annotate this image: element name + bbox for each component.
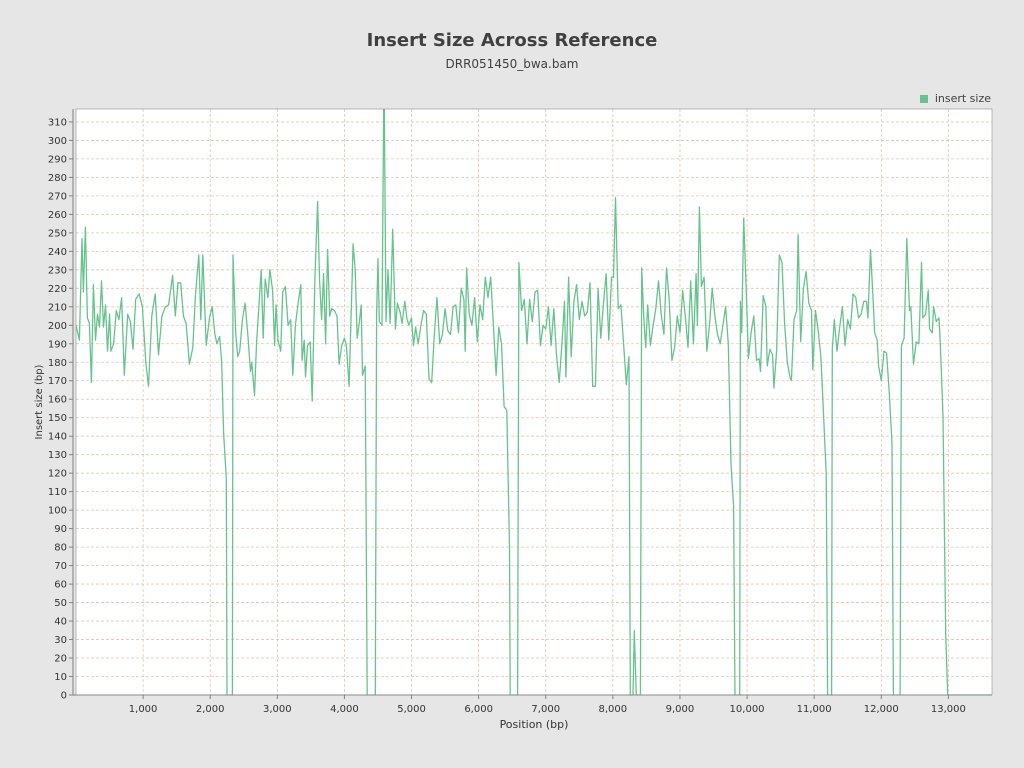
- y-tick-label: 130: [48, 450, 67, 461]
- x-tick-label: 12,000: [864, 704, 899, 715]
- y-tick-label: 300: [48, 136, 67, 147]
- chart-subtitle: DRR051450_bwa.bam: [445, 57, 579, 71]
- y-axis-ticks: 0 10 20 30 40 50 60 70 80 90 100 110 120 130 140 150 160…: [48, 117, 73, 702]
- x-tick-label: 5,000: [397, 704, 426, 715]
- y-tick-label: 40: [54, 617, 67, 628]
- y-tick-label: 20: [54, 654, 67, 665]
- x-tick-label: 10,000: [730, 704, 765, 715]
- y-tick-label: 240: [48, 247, 67, 258]
- x-axis-ticks: 1,000 2,000 3,000 4,000 5,000 6,000 7,000 8,000…: [129, 695, 966, 715]
- legend: insert size: [919, 92, 991, 105]
- y-tick-label: 220: [48, 284, 67, 295]
- plot-border: [75, 108, 993, 696]
- y-tick-label: 70: [54, 561, 67, 572]
- y-tick-label: 260: [48, 210, 67, 221]
- y-tick-label: 140: [48, 432, 67, 443]
- y-tick-label: 230: [48, 265, 67, 276]
- y-tick-label: 310: [48, 117, 67, 128]
- series-line-0: [76, 109, 992, 695]
- x-tick-label: 4,000: [330, 704, 359, 715]
- y-tick-label: 170: [48, 376, 67, 387]
- y-tick-label: 120: [48, 469, 67, 480]
- y-tick-label: 280: [48, 173, 67, 184]
- legend-swatch: [919, 94, 928, 103]
- y-tick-label: 290: [48, 154, 67, 165]
- y-tick-label: 150: [48, 413, 67, 424]
- y-tick-label: 30: [54, 635, 67, 646]
- x-tick-label: 2,000: [196, 704, 225, 715]
- x-tick-label: 13,000: [931, 704, 966, 715]
- y-tick-label: 90: [54, 524, 67, 535]
- y-tick-label: 210: [48, 302, 67, 313]
- y-tick-label: 200: [48, 321, 67, 332]
- legend-label: insert size: [934, 92, 991, 105]
- y-tick-label: 0: [61, 691, 67, 702]
- y-tick-label: 50: [54, 598, 67, 609]
- y-tick-label: 80: [54, 543, 67, 554]
- x-tick-label: 8,000: [599, 704, 628, 715]
- chart-title: Insert Size Across Reference: [366, 30, 658, 51]
- x-tick-label: 6,000: [464, 704, 493, 715]
- plot-area: [76, 109, 992, 695]
- y-tick-label: 270: [48, 191, 67, 202]
- x-tick-label: 7,000: [531, 704, 560, 715]
- grid: [76, 109, 992, 696]
- y-tick-label: 190: [48, 339, 67, 350]
- series-layer: [76, 109, 992, 695]
- x-tick-label: 9,000: [666, 704, 695, 715]
- y-tick-label: 10: [54, 672, 67, 683]
- y-tick-label: 160: [48, 395, 67, 406]
- y-tick-label: 110: [48, 487, 67, 498]
- x-tick-label: 3,000: [263, 704, 292, 715]
- x-tick-label: 11,000: [797, 704, 832, 715]
- y-tick-label: 250: [48, 228, 67, 239]
- y-tick-label: 180: [48, 358, 67, 369]
- y-axis-label: Insert size (bp): [34, 364, 45, 439]
- y-tick-label: 60: [54, 580, 67, 591]
- y-tick-label: 100: [48, 506, 67, 517]
- x-axis-label: Position (bp): [500, 718, 569, 731]
- axes: [72, 108, 993, 696]
- x-tick-label: 1,000: [129, 704, 158, 715]
